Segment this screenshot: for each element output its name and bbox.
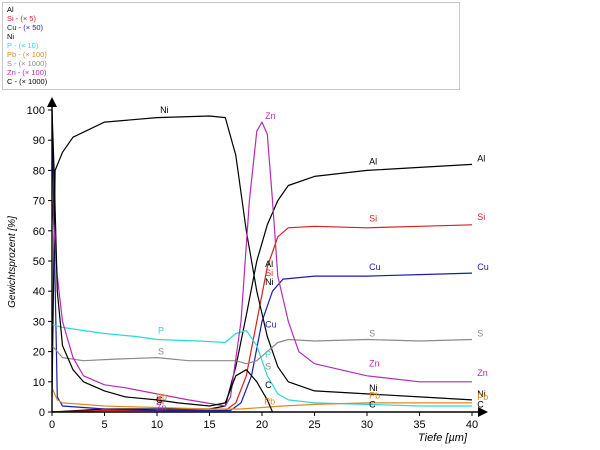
series-line-c — [51, 109, 274, 413]
series-label-c: C — [156, 395, 163, 405]
series-label-cu: Cu — [369, 262, 381, 272]
series-label-al: Al — [369, 156, 377, 166]
series-line-p — [51, 323, 472, 407]
series-label-zn: Zn — [156, 402, 167, 412]
legend-item-ni: Ni — [7, 32, 15, 41]
series-label-pb: Pb — [369, 390, 380, 400]
series-label-c: C — [477, 399, 484, 409]
y-tick-label: 40 — [33, 286, 45, 298]
series-label-zn: Zn — [477, 368, 488, 378]
axes-layer: 0 5 10 15 20 25 30 35 40 0102030405060708090100 … — [7, 97, 488, 444]
series-label-s: S — [477, 329, 483, 339]
x-axis-label: Tiefe [µm] — [418, 432, 468, 444]
legend-box: Al Si - (× 5) Cu - (× 50) Ni P - (× 10) Pb - … — [2, 2, 460, 90]
legend-item-zn: Zn - (× 100) — [7, 68, 47, 77]
series-label-cu: Cu — [265, 319, 277, 329]
y-tick-label: 30 — [33, 316, 45, 328]
series-label-al: Al — [265, 259, 273, 269]
series-label-ni: Ni — [265, 277, 274, 287]
series-line-pb — [51, 387, 472, 410]
legend-item-al: Al — [7, 5, 14, 14]
y-axis-arrow — [47, 97, 57, 107]
series-line-al — [51, 163, 473, 413]
y-tick-label: 70 — [33, 196, 45, 208]
y-ticks: 0 10 20 30 40 50 60 70 80 90 100 — [27, 105, 52, 419]
series-line-zn — [51, 121, 472, 407]
series-label-ni: Ni — [160, 105, 169, 115]
series-label-cu: Cu — [477, 262, 489, 272]
legend-item-si: Si - (× 5) — [7, 14, 36, 23]
x-axis-arrow — [478, 407, 488, 417]
legend-item-c: C - (× 1000) — [7, 77, 48, 86]
series-label-c: C — [265, 380, 272, 390]
series-label-al: Al — [477, 153, 485, 163]
legend-list: Al Si - (× 5) Cu - (× 50) Ni P - (× 10) Pb - … — [7, 5, 47, 86]
series-label-ni: Ni — [477, 389, 486, 399]
series-layer — [51, 109, 473, 413]
series-label-p: P — [158, 325, 164, 335]
x-tick-label: 25 — [308, 419, 320, 431]
series-line-s — [51, 338, 473, 365]
x-ticks: 0 5 10 15 20 25 30 35 40 — [49, 412, 478, 431]
legend-item-p: P - (× 10) — [7, 41, 39, 50]
y-tick-label: 100 — [27, 105, 45, 117]
series-label-si: Si — [265, 268, 273, 278]
x-tick-label: 35 — [413, 419, 425, 431]
series-label-si: Si — [369, 214, 377, 224]
y-axis-label: Gewichtsprozent [%] — [7, 216, 18, 308]
series-line-ni — [51, 115, 473, 401]
series-label-zn: Zn — [369, 359, 380, 369]
x-tick-label: 15 — [203, 419, 215, 431]
x-tick-label: 20 — [256, 419, 268, 431]
series-label-pb: Pb — [264, 396, 275, 406]
series-label-pb: Pb — [477, 392, 488, 402]
series-label-s: S — [158, 347, 164, 357]
y-tick-label: 10 — [33, 377, 45, 389]
x-tick-label: 30 — [361, 419, 373, 431]
series-label-zn: Zn — [265, 111, 276, 121]
y-tick-label: 50 — [33, 256, 45, 268]
x-tick-label: 0 — [49, 419, 55, 431]
series-label-ni: Ni — [369, 383, 378, 393]
series-line-cu — [51, 109, 473, 412]
series-line-si — [51, 224, 473, 413]
series-label-c: C — [369, 399, 376, 409]
series-label-pb: Pb — [156, 392, 167, 402]
y-tick-label: 0 — [39, 407, 45, 419]
legend-item-s: S - (× 1000) — [7, 59, 47, 68]
series-label-p: P — [265, 350, 271, 360]
x-tick-label: 5 — [101, 419, 107, 431]
x-tick-label: 10 — [151, 419, 163, 431]
y-tick-label: 80 — [33, 165, 45, 177]
y-tick-label: 60 — [33, 226, 45, 238]
series-label-si: Si — [156, 396, 164, 406]
legend-item-pb: Pb - (× 100) — [7, 50, 47, 59]
series-label-s: S — [265, 362, 271, 372]
y-tick-label: 20 — [33, 347, 45, 359]
x-tick-label: 40 — [466, 419, 478, 431]
series-label-s: S — [369, 329, 375, 339]
y-tick-label: 90 — [33, 135, 45, 147]
legend-item-cu: Cu - (× 50) — [7, 23, 44, 32]
series-label-si: Si — [477, 212, 485, 222]
